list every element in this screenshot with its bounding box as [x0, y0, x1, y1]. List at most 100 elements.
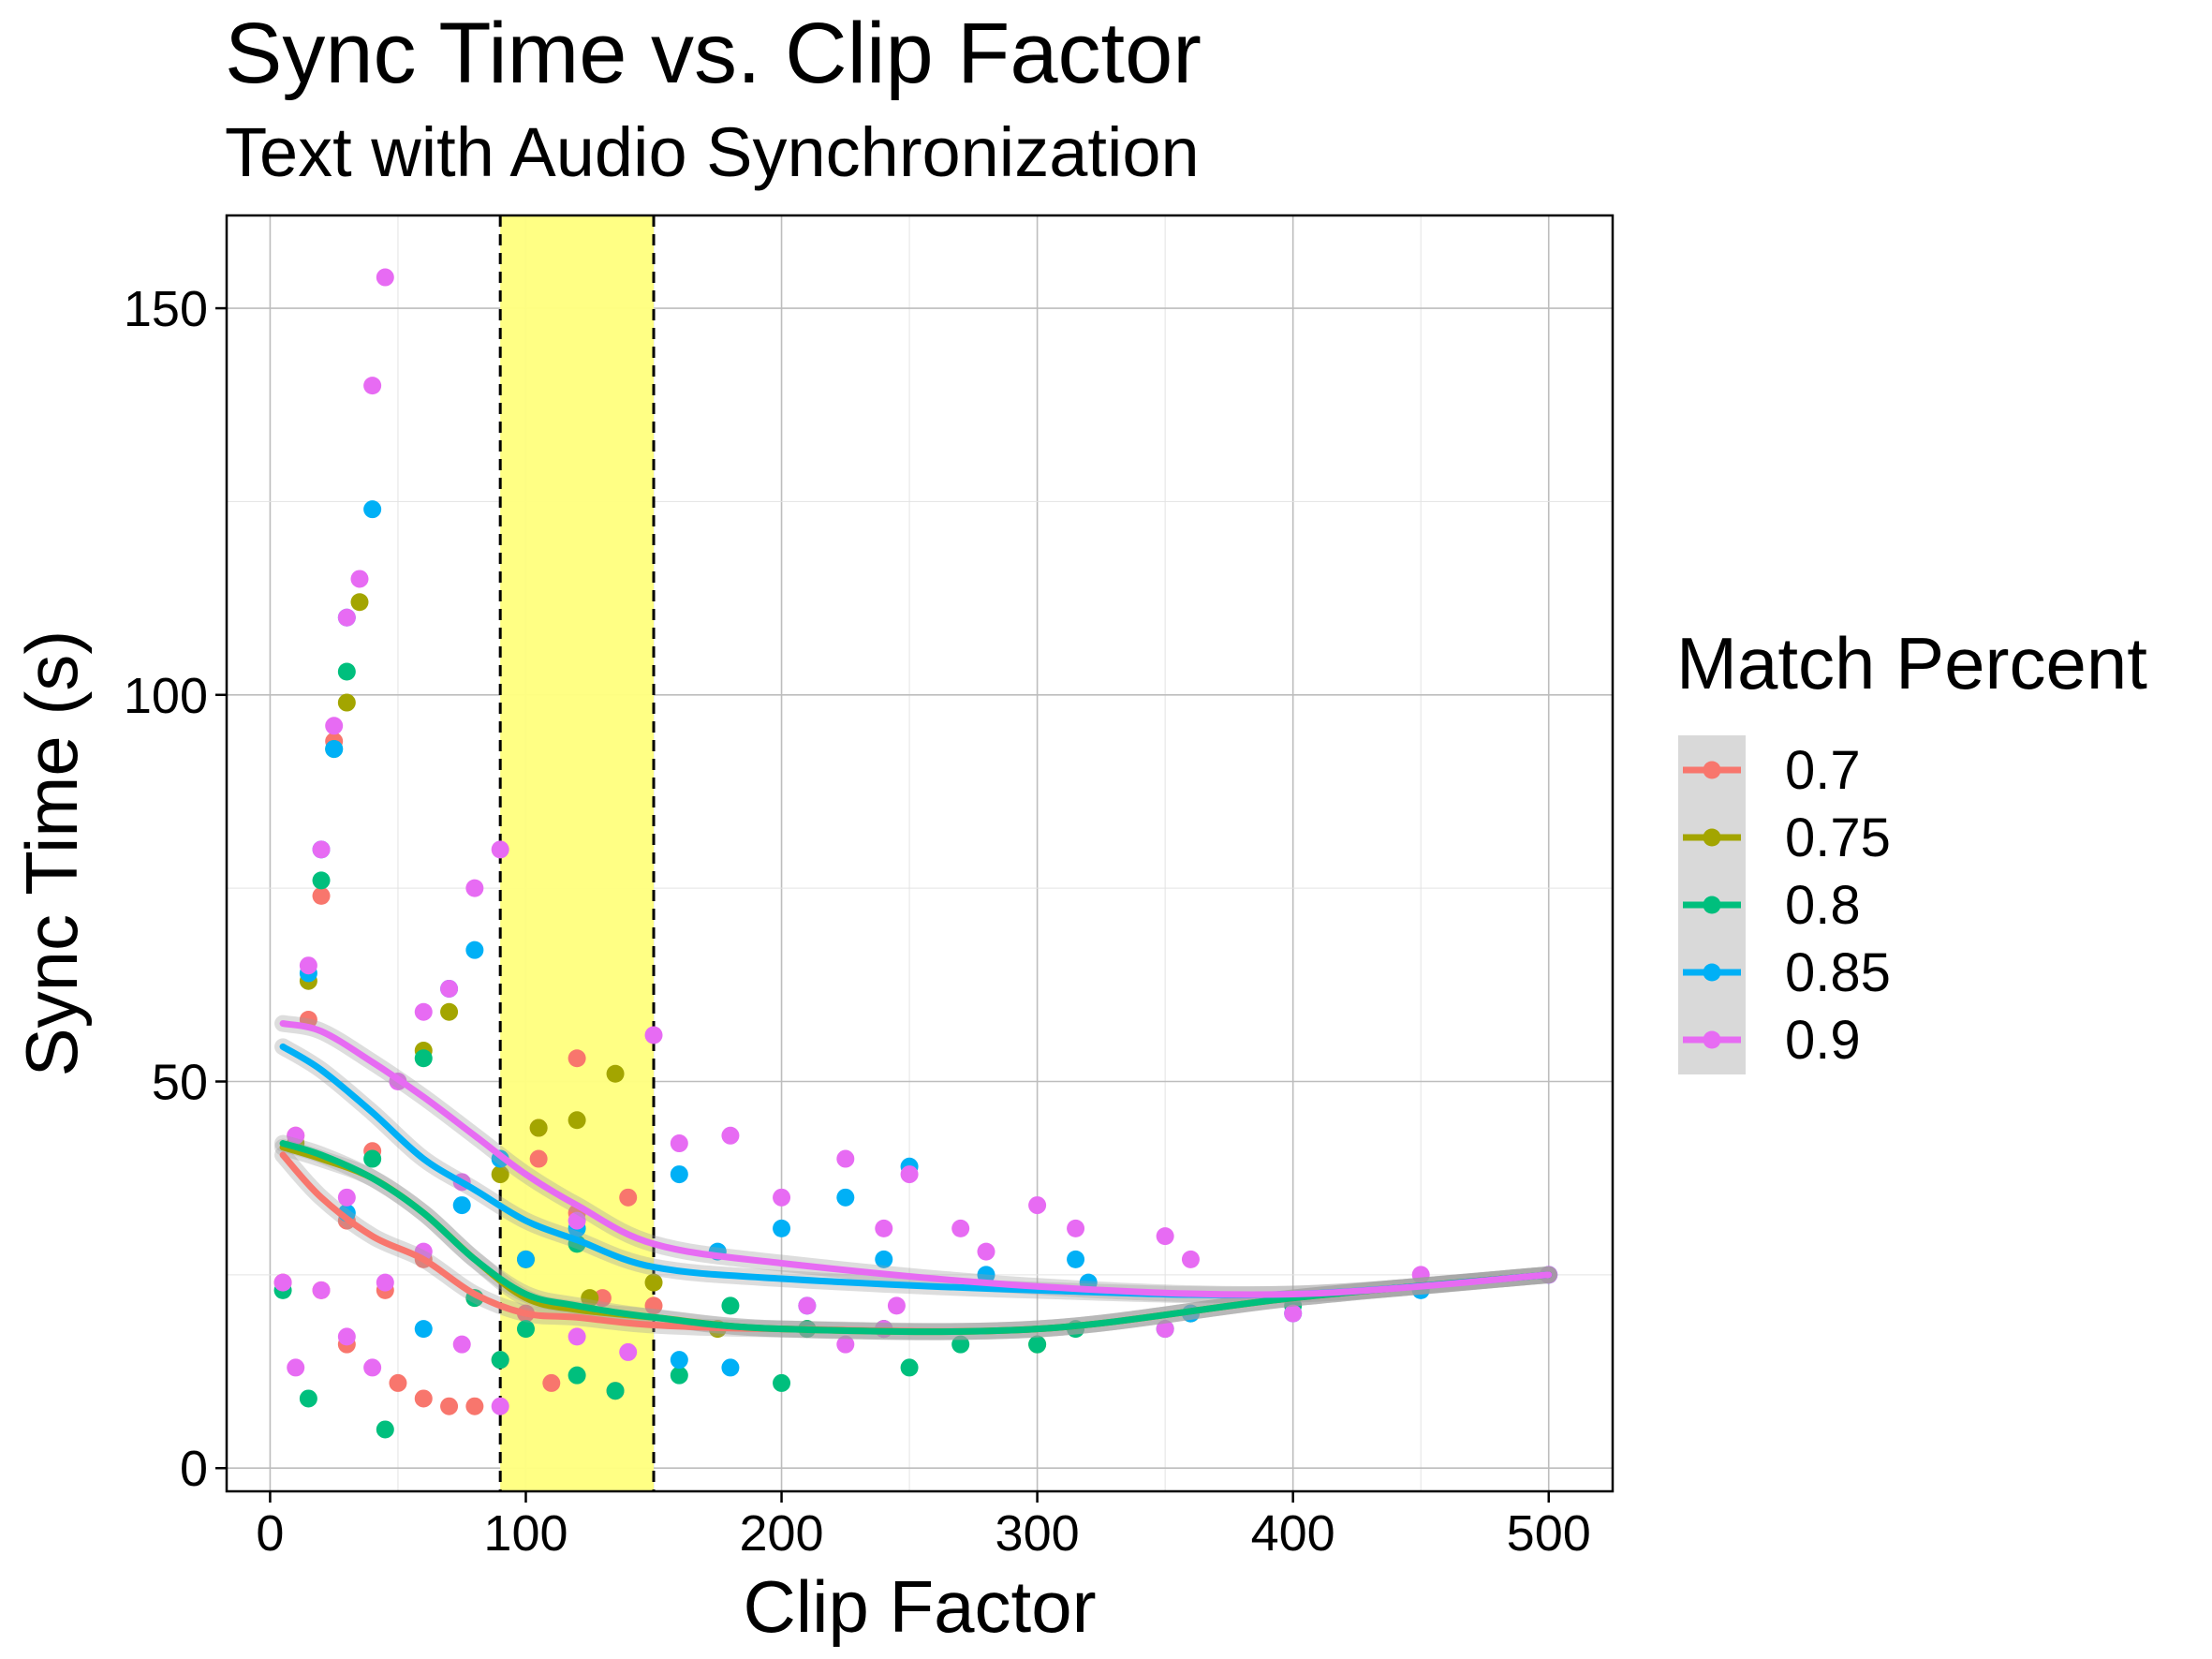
data-point	[350, 593, 369, 612]
data-point	[414, 1389, 433, 1408]
data-point	[1156, 1320, 1174, 1339]
data-point	[312, 871, 331, 890]
data-point	[836, 1188, 855, 1207]
data-point	[606, 1382, 625, 1400]
data-point	[337, 1327, 356, 1346]
data-point	[568, 1327, 586, 1346]
data-point	[773, 1219, 791, 1237]
x-tick-label: 500	[1507, 1505, 1591, 1562]
data-point	[491, 840, 509, 859]
data-point	[1028, 1335, 1047, 1354]
data-point	[619, 1342, 638, 1361]
y-tick-label: 150	[124, 281, 208, 337]
data-point	[312, 840, 331, 859]
legend-key-point	[1703, 1030, 1721, 1049]
smooth-line	[279, 1140, 1553, 1336]
y-tick-label: 0	[180, 1441, 208, 1497]
data-point	[414, 1049, 433, 1068]
data-point	[287, 1126, 305, 1145]
axes: 0 100 200 300 400 500 0 50 100 150	[124, 281, 1591, 1562]
legend-key-point	[1703, 896, 1721, 914]
data-point	[798, 1296, 817, 1315]
data-point	[670, 1165, 688, 1184]
data-point	[491, 1397, 509, 1415]
data-point	[644, 1273, 663, 1292]
chart-subtitle: Text with Audio Synchronization	[225, 113, 1200, 191]
legend-title: Match Percent	[1676, 622, 2147, 704]
data-point	[465, 1397, 484, 1415]
data-point	[836, 1335, 855, 1354]
data-point	[465, 941, 484, 959]
data-point	[568, 1049, 586, 1068]
plot-border	[225, 214, 1615, 1493]
data-point	[1028, 1196, 1047, 1215]
data-point	[299, 1389, 317, 1408]
legend-key-point	[1703, 761, 1721, 779]
data-point	[363, 500, 382, 519]
data-point	[312, 1281, 331, 1299]
data-point	[1284, 1304, 1303, 1323]
data-point	[1067, 1250, 1085, 1268]
data-point	[376, 268, 394, 287]
data-point	[363, 1149, 382, 1168]
data-point	[568, 1211, 586, 1230]
data-point	[337, 608, 356, 627]
data-point	[1181, 1250, 1200, 1268]
data-point	[887, 1296, 906, 1315]
smooth-line	[279, 1020, 1553, 1298]
data-point	[440, 1002, 459, 1021]
y-tick-label: 100	[124, 668, 208, 724]
smooth-lines	[274, 1015, 1557, 1341]
y-tick-label: 50	[152, 1055, 208, 1111]
data-point	[389, 1373, 407, 1392]
legend-label: 0.9	[1785, 1010, 1861, 1071]
data-point	[414, 1320, 433, 1339]
data-point	[619, 1188, 638, 1207]
data-point	[491, 1165, 509, 1184]
data-point	[1156, 1227, 1174, 1246]
legend-key-point	[1703, 828, 1721, 847]
data-point	[363, 377, 382, 395]
data-point	[440, 979, 459, 998]
data-point	[606, 1064, 625, 1083]
data-point	[376, 1420, 394, 1439]
data-point	[670, 1351, 688, 1370]
data-point	[516, 1250, 535, 1268]
legend-label: 0.7	[1785, 740, 1861, 801]
chart-title: Sync Time vs. Clip Factor	[225, 6, 1202, 101]
data-point	[452, 1335, 471, 1354]
data-point	[875, 1219, 893, 1237]
data-point	[568, 1366, 586, 1385]
data-point	[581, 1289, 599, 1308]
data-point	[721, 1358, 740, 1377]
legend-items: 0.70.75 0.80.85 0.9	[1683, 740, 1891, 1071]
x-tick-label: 0	[256, 1505, 284, 1562]
y-axis-label: Sync Time (s)	[10, 630, 93, 1077]
data-point	[299, 956, 317, 975]
data-point	[593, 1289, 612, 1308]
data-point	[325, 717, 344, 735]
legend-label: 0.85	[1785, 942, 1891, 1003]
data-point	[312, 886, 331, 905]
data-point	[465, 879, 484, 897]
data-point	[287, 1358, 305, 1377]
legend: Match Percent 0.70.75 0.80.85 0.9	[1676, 622, 2147, 1074]
data-point	[644, 1296, 663, 1315]
legend-label: 0.8	[1785, 875, 1861, 936]
data-point	[721, 1126, 740, 1145]
data-point	[670, 1366, 688, 1385]
data-point	[376, 1273, 394, 1292]
data-point	[337, 662, 356, 681]
x-tick-label: 100	[483, 1505, 568, 1562]
data-point	[977, 1242, 995, 1261]
data-point	[951, 1335, 970, 1354]
data-point	[773, 1188, 791, 1207]
data-point	[644, 1026, 663, 1044]
data-point	[452, 1196, 471, 1215]
data-point	[414, 1002, 433, 1021]
data-point	[951, 1219, 970, 1237]
data-point	[900, 1358, 919, 1377]
data-point	[529, 1118, 548, 1137]
legend-key-point	[1703, 963, 1721, 982]
